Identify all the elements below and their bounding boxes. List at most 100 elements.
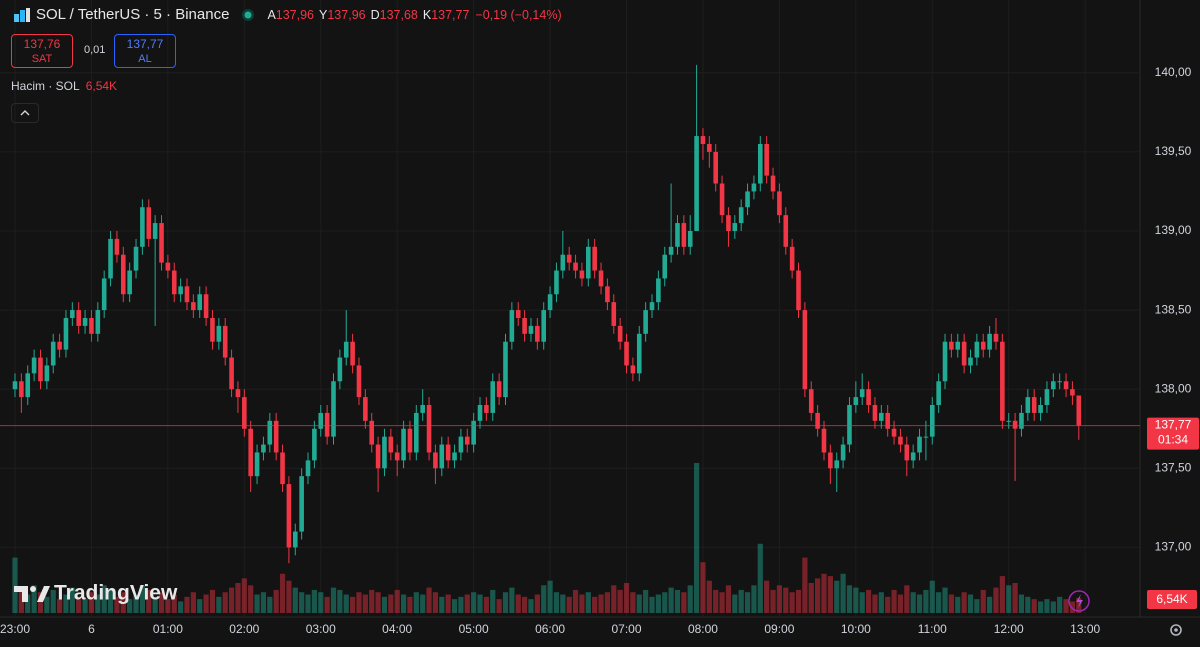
candle-body [50, 341, 56, 366]
candle-body [426, 405, 432, 453]
candle-body [624, 341, 629, 366]
volume-bar [853, 587, 859, 613]
sell-button[interactable]: 137,76 SAT [11, 34, 73, 68]
volume-label-box [1147, 590, 1197, 609]
x-tick-label: 01:00 [153, 622, 183, 636]
candle-body [267, 420, 273, 445]
volume-bar [12, 557, 18, 613]
candle-body [152, 223, 158, 239]
candle-body [216, 325, 222, 342]
ohlc-value: 137,96 [327, 7, 366, 22]
candle-body [783, 215, 789, 247]
candle-body [235, 389, 241, 398]
volume-bar [1069, 601, 1076, 613]
candle-body [859, 389, 865, 398]
volume-bar [713, 589, 719, 613]
volume-bar [598, 594, 604, 613]
volume-bar [706, 580, 712, 613]
candle-body [713, 151, 718, 184]
collapse-button[interactable] [11, 103, 39, 123]
candle-body [25, 373, 31, 398]
candle-body [974, 341, 980, 358]
volume-bar [178, 601, 184, 613]
candle-body [305, 460, 311, 477]
candle-body [445, 444, 451, 461]
sell-label[interactable]: SAT [31, 53, 53, 65]
candle-body [726, 215, 731, 231]
candle-body [76, 310, 81, 326]
volume-bar [725, 585, 732, 613]
chevron[interactable] [20, 110, 30, 116]
candle-body [1006, 420, 1012, 422]
candle-body [929, 405, 935, 437]
candle-body [210, 317, 215, 342]
candle-body [757, 143, 763, 184]
buy-button[interactable]: 137,77 AL [114, 34, 176, 68]
volume-bar [617, 589, 623, 613]
alert-circle[interactable] [1068, 590, 1090, 612]
candle-body [649, 302, 655, 311]
candle-body [528, 325, 534, 334]
x-tick-label: 04:00 [382, 622, 412, 636]
candle-body [681, 223, 687, 247]
volume-bar [865, 589, 872, 613]
volume-bar [623, 583, 630, 613]
volume-bar [948, 594, 954, 613]
volume-bar [668, 587, 674, 613]
settings-gear[interactable] [1170, 624, 1182, 636]
symbol-name[interactable]: SOL / TetherUS · 5 · Binance [36, 6, 230, 23]
volume-bar [362, 594, 368, 613]
candle-body [318, 412, 324, 429]
volume-bar [439, 596, 445, 613]
settings-center[interactable] [1174, 628, 1178, 632]
candle-body [898, 436, 903, 445]
x-tick-label: 06:00 [535, 622, 565, 636]
candle-body [687, 230, 693, 247]
candle-body [904, 444, 910, 461]
volume-bar [292, 587, 298, 613]
candle-body [471, 420, 476, 445]
candle-body [1000, 341, 1005, 421]
candle-body [834, 460, 840, 469]
x-tick-label: 11:00 [918, 622, 947, 636]
buy-price[interactable]: 137,77 [126, 37, 164, 51]
volume-bar [1018, 594, 1025, 613]
candle-body [242, 397, 247, 429]
buy-label[interactable]: AL [138, 53, 152, 65]
volume-bar [630, 592, 636, 613]
volume-bar [655, 594, 661, 613]
volume-bar [967, 594, 974, 613]
volume-bar [1057, 596, 1063, 613]
volume-bar [152, 596, 158, 613]
volume-bar [356, 592, 362, 613]
logo-mark [37, 586, 50, 602]
candle-body [993, 333, 999, 342]
candle-body [611, 302, 617, 326]
volume-bar [426, 587, 432, 613]
volume-bar [375, 592, 381, 613]
volume-bar [101, 585, 107, 613]
volume-name: Hacim · SOL [11, 79, 80, 93]
volume-bar [248, 585, 254, 613]
candle-body [108, 238, 113, 279]
volume-bar [337, 589, 343, 613]
candle-body [560, 254, 566, 271]
alert-icon[interactable] [1068, 590, 1090, 612]
sell-price[interactable]: 137,76 [23, 37, 61, 51]
candle-body [605, 286, 610, 303]
collapse-icon[interactable] [12, 104, 38, 122]
volume-bar [171, 594, 177, 613]
ohlc-item: Y137,96 [319, 8, 366, 22]
volume-bar [82, 599, 88, 613]
settings-icon[interactable] [1170, 624, 1182, 636]
ohlc-key: A [267, 7, 276, 22]
candle-body [738, 207, 744, 224]
volume-bar [980, 589, 986, 613]
alert-bolt[interactable] [1076, 594, 1083, 608]
volume-bar [318, 592, 324, 613]
candle-body [586, 246, 591, 279]
volume-bar [279, 573, 286, 613]
candle-body [464, 436, 470, 445]
candle-body [331, 381, 336, 437]
